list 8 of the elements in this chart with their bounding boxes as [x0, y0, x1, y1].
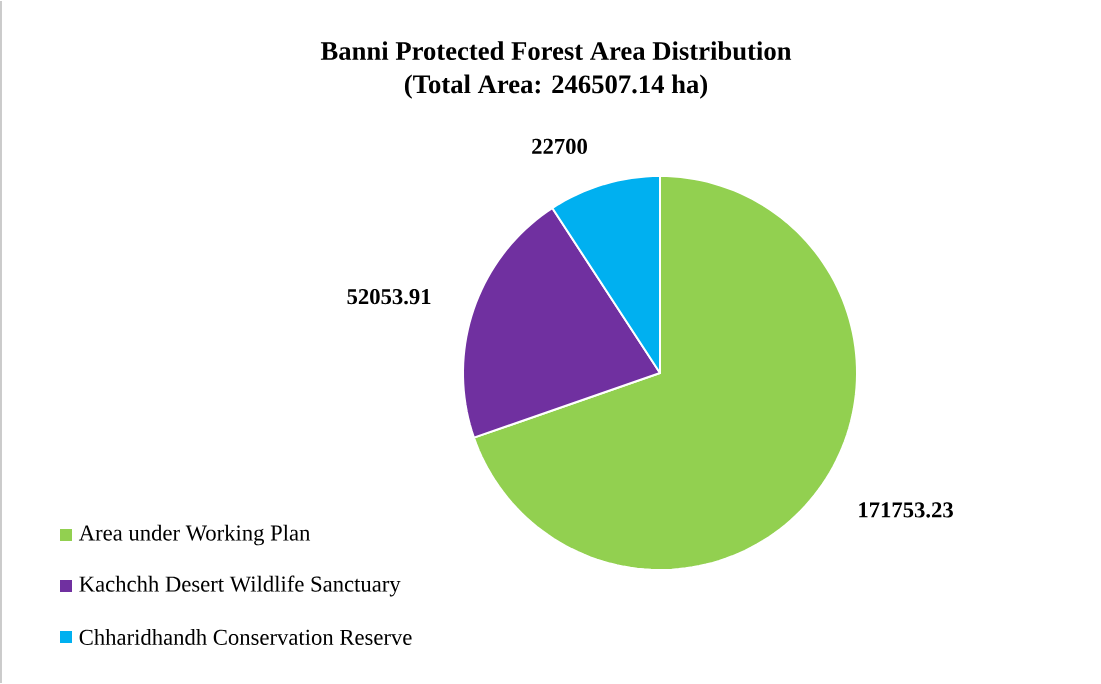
legend-label: Chharidhandh Conservation Reserve: [79, 629, 412, 646]
legend-label: Area under Working Plan: [78, 524, 311, 546]
data-label: 171753.23: [859, 502, 953, 518]
data-label: 52053.91: [347, 289, 431, 305]
chart-title: Banni Protected Forest Area Distribution: [320, 41, 792, 61]
legend-label: Kachchh Desert Wildlife Sanctuary: [79, 575, 401, 597]
data-label: 22700: [532, 138, 587, 155]
chart-subtitle: (Total Area: 246507.14 ha): [404, 74, 708, 99]
